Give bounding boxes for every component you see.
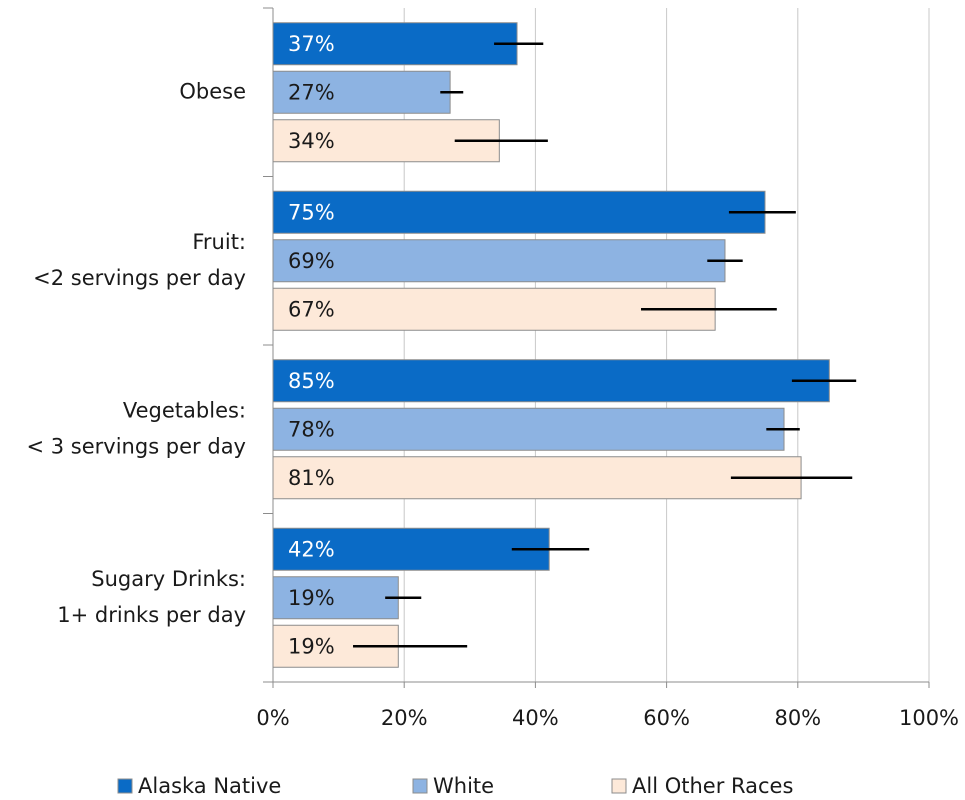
data-label: 19% xyxy=(288,586,335,610)
x-tick-label: 20% xyxy=(381,706,428,730)
legend-swatch xyxy=(117,778,133,794)
bar xyxy=(272,527,550,571)
data-label: 81% xyxy=(288,466,335,490)
x-tick-label: 80% xyxy=(774,706,821,730)
legend-swatch xyxy=(412,778,428,794)
category-label: Sugary Drinks: xyxy=(91,567,246,591)
category-label: Vegetables: xyxy=(123,398,246,422)
data-label: 37% xyxy=(288,32,335,56)
category-label: 1+ drinks per day xyxy=(57,603,246,627)
x-tick-label: 100% xyxy=(899,706,959,730)
x-tick-label: 0% xyxy=(256,706,289,730)
legend-label: All Other Races xyxy=(632,774,793,798)
category-label: < 3 servings per day xyxy=(26,434,246,458)
bar xyxy=(272,407,785,451)
category-label: Obese xyxy=(179,79,246,103)
data-label: 34% xyxy=(288,129,335,153)
data-label: 27% xyxy=(288,80,335,104)
data-label: 67% xyxy=(288,297,335,321)
data-label: 75% xyxy=(288,200,335,224)
legend-label: Alaska Native xyxy=(138,774,281,798)
x-tick-label: 60% xyxy=(643,706,690,730)
bar xyxy=(272,576,399,620)
bar xyxy=(272,359,830,403)
bar xyxy=(272,239,726,283)
x-tick-label: 40% xyxy=(512,706,559,730)
bar xyxy=(272,190,766,234)
data-label: 69% xyxy=(288,249,335,273)
bar xyxy=(272,456,802,500)
bar xyxy=(272,22,518,66)
category-label: <2 servings per day xyxy=(33,266,246,290)
bar xyxy=(272,70,451,114)
legend-label: White xyxy=(433,774,494,798)
data-label: 85% xyxy=(288,369,335,393)
data-label: 78% xyxy=(288,417,335,441)
data-label: 19% xyxy=(288,634,335,658)
legend-swatch xyxy=(611,778,627,794)
data-label: 42% xyxy=(288,537,335,561)
category-label: Fruit: xyxy=(192,230,246,254)
